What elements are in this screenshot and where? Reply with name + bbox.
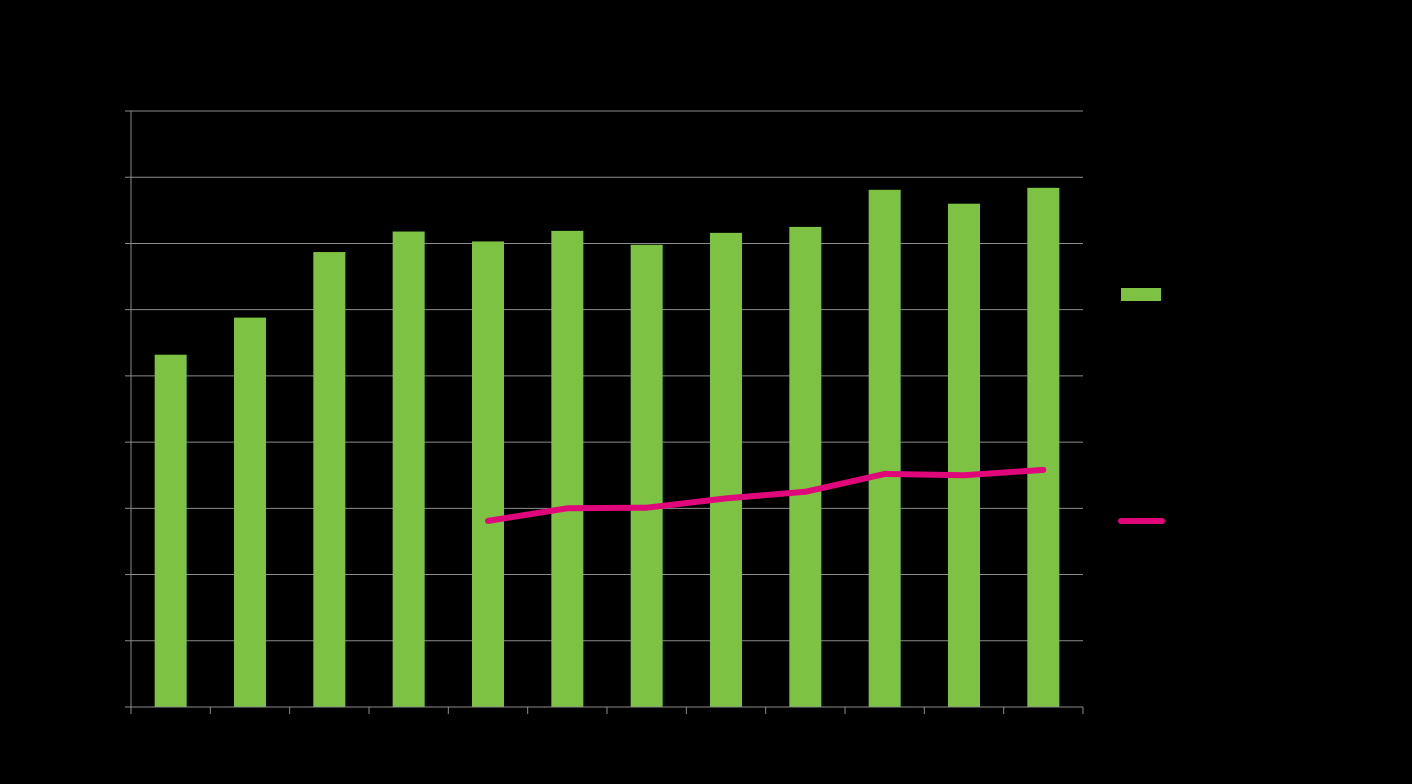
bar [234,317,266,707]
bar-series [154,187,1060,708]
bar [868,189,901,707]
bar [630,244,663,707]
legend-key-bar [1121,288,1161,301]
bar [392,231,425,707]
bar [313,252,346,707]
bar [948,203,980,707]
bar [154,354,187,707]
axes [125,110,1084,714]
bar [789,226,822,707]
series-line [485,466,1047,524]
legend [1118,288,1165,524]
bar [710,232,742,708]
gridlines [131,110,1083,642]
bar [1027,187,1060,708]
bar [551,230,584,707]
bar [472,241,504,708]
line-series [485,466,1047,524]
